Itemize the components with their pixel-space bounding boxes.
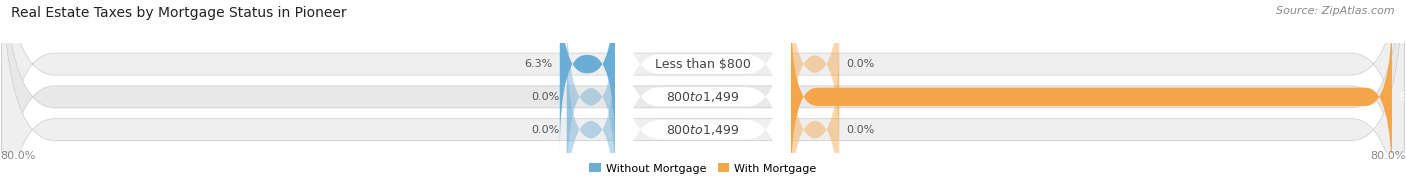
FancyBboxPatch shape [790, 8, 1392, 186]
FancyBboxPatch shape [790, 0, 839, 153]
Text: 0.0%: 0.0% [531, 125, 560, 135]
Legend: Without Mortgage, With Mortgage: Without Mortgage, With Mortgage [585, 159, 821, 178]
FancyBboxPatch shape [616, 0, 790, 196]
Text: 80.0%: 80.0% [1371, 151, 1406, 161]
Text: $800 to $1,499: $800 to $1,499 [666, 90, 740, 104]
Text: 80.0%: 80.0% [0, 151, 35, 161]
FancyBboxPatch shape [790, 41, 839, 196]
FancyBboxPatch shape [616, 0, 790, 196]
Text: Source: ZipAtlas.com: Source: ZipAtlas.com [1277, 6, 1395, 16]
Text: $800 to $1,499: $800 to $1,499 [666, 123, 740, 137]
Text: 68.4%: 68.4% [1399, 92, 1406, 102]
Text: Real Estate Taxes by Mortgage Status in Pioneer: Real Estate Taxes by Mortgage Status in … [11, 6, 347, 20]
Text: 6.3%: 6.3% [524, 59, 553, 69]
Text: 0.0%: 0.0% [846, 59, 875, 69]
Text: 0.0%: 0.0% [531, 92, 560, 102]
Text: Less than $800: Less than $800 [655, 58, 751, 71]
FancyBboxPatch shape [567, 41, 616, 196]
FancyBboxPatch shape [560, 0, 616, 153]
Text: 0.0%: 0.0% [846, 125, 875, 135]
FancyBboxPatch shape [567, 8, 616, 186]
FancyBboxPatch shape [616, 0, 790, 196]
